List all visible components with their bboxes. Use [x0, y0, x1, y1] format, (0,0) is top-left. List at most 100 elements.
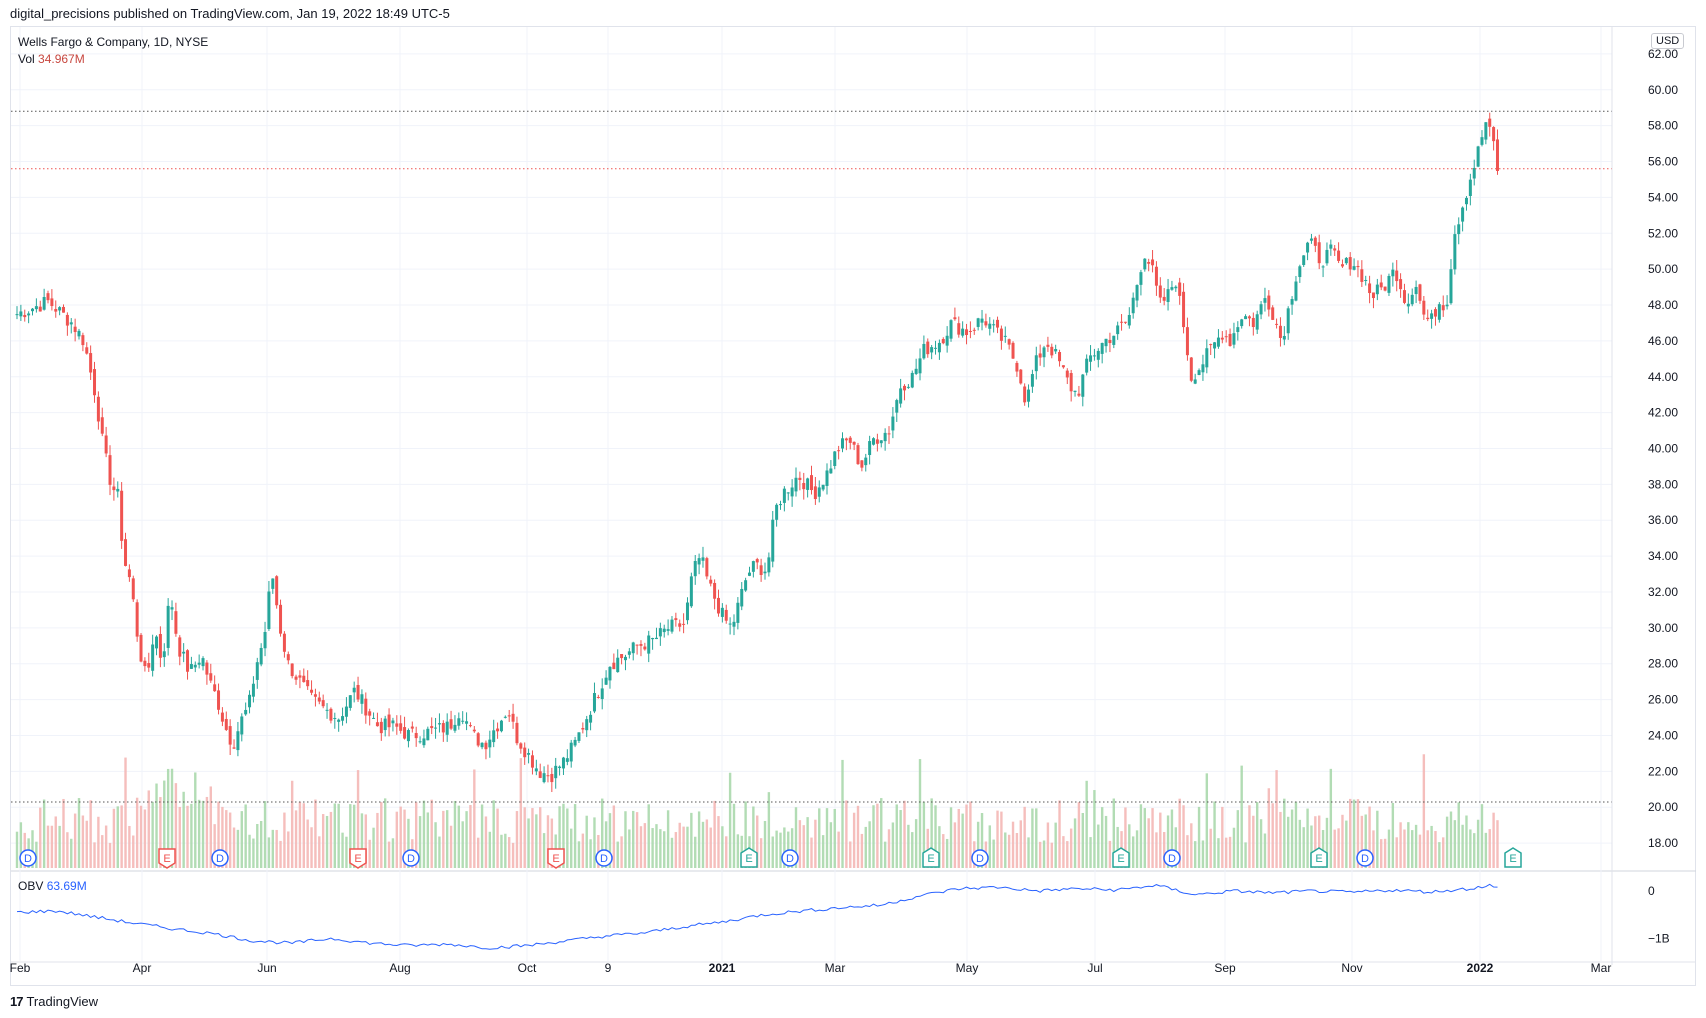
candle-body: [1371, 292, 1375, 299]
volume-bar: [1356, 799, 1360, 868]
volume-bar: [73, 813, 77, 868]
candle-body: [1081, 374, 1085, 397]
candle-body: [100, 417, 104, 434]
candle-body: [651, 637, 655, 640]
candle-body: [1034, 355, 1038, 372]
volume-bar: [58, 825, 61, 868]
volume-bar: [1469, 829, 1472, 868]
volume-bar: [190, 803, 193, 868]
time-tick-label: Feb: [10, 961, 31, 975]
volume-bar: [833, 808, 836, 868]
volume-bar: [779, 832, 782, 868]
currency-badge[interactable]: USD: [1651, 33, 1685, 49]
volume-bar: [593, 817, 596, 868]
time-tick-label: Nov: [1341, 961, 1362, 975]
volume-bar: [519, 758, 523, 868]
candle-body: [623, 656, 627, 661]
symbol-title[interactable]: Wells Fargo & Company, 1D, NYSE: [18, 35, 209, 49]
candle-body: [81, 335, 85, 346]
candle-body: [1282, 335, 1286, 340]
volume-bar: [434, 822, 437, 868]
candle-body: [120, 490, 124, 541]
volume-bar: [1360, 815, 1364, 868]
volume-bar: [1031, 808, 1034, 868]
volume-bar: [558, 806, 561, 868]
candle-body: [585, 719, 589, 731]
candle-body: [1286, 308, 1290, 334]
volume-bar: [1011, 821, 1015, 868]
event-marker-label: D: [786, 853, 794, 865]
candle-body: [1488, 118, 1492, 127]
candle-body: [596, 696, 600, 698]
price-tick-label: 36.00: [1648, 513, 1678, 527]
volume-bar: [306, 819, 309, 868]
volume-bar: [465, 811, 468, 868]
volume-bar: [825, 808, 829, 868]
candle-body: [1085, 358, 1089, 373]
candle-body: [1294, 281, 1298, 301]
candle-body: [437, 723, 441, 725]
footer-brand[interactable]: 17 TradingView: [10, 994, 98, 1009]
candle-body: [135, 602, 139, 637]
volume-bar: [275, 829, 278, 868]
volume-bar: [1449, 811, 1453, 868]
candle-body: [434, 727, 438, 729]
volume-bar: [349, 804, 352, 868]
candle-body: [170, 607, 174, 610]
candle-body: [1360, 269, 1364, 282]
volume-bar: [1453, 820, 1457, 868]
candle-body: [182, 651, 186, 654]
volume-bar: [891, 822, 895, 868]
volume-bar: [1186, 835, 1189, 868]
volume-bar: [294, 810, 298, 868]
candle-body: [445, 721, 449, 735]
candle-body: [310, 689, 314, 693]
candle-body: [612, 662, 616, 670]
volume-bar: [938, 826, 941, 868]
candle-body: [1375, 284, 1379, 295]
volume-bar: [314, 799, 317, 868]
candle-body: [65, 314, 69, 326]
price-tick-label: 56.00: [1648, 155, 1678, 169]
candle-body: [333, 717, 337, 719]
volume-bar: [62, 798, 65, 868]
volume-bar: [1321, 830, 1325, 868]
volume-bar: [818, 808, 821, 868]
candle-body: [147, 663, 151, 668]
volume-bar: [1178, 798, 1181, 868]
candle-body: [263, 631, 267, 649]
volume-bar: [1213, 801, 1216, 868]
volume-bar: [1407, 822, 1410, 868]
volume-bar: [457, 805, 461, 868]
candle-body: [949, 320, 953, 339]
volume-bar: [151, 801, 154, 868]
candle-body: [891, 416, 895, 431]
candle-body: [778, 504, 782, 506]
candle-body: [449, 719, 453, 729]
candle-body: [201, 658, 205, 667]
volume-bar: [1081, 812, 1084, 868]
volume-bar: [1147, 818, 1150, 868]
candle-body: [352, 687, 356, 693]
volume-bar: [814, 819, 817, 868]
candle-body: [806, 478, 810, 490]
candle-body: [1174, 286, 1178, 289]
volume-bar: [325, 815, 329, 868]
volume-bar: [752, 806, 755, 868]
candle-body: [759, 565, 763, 575]
candle-body: [926, 341, 930, 355]
candle-body: [321, 700, 325, 707]
volume-bar: [732, 803, 736, 868]
candle-body: [337, 719, 341, 722]
volume-bar: [1345, 820, 1348, 868]
volume-bar: [298, 801, 302, 868]
volume-bar: [1314, 816, 1317, 868]
volume-bar: [42, 799, 46, 868]
candle-body: [399, 723, 403, 731]
volume-bar: [1170, 809, 1174, 868]
volume-bar: [414, 802, 418, 868]
volume-bar: [221, 806, 224, 868]
candle-body: [740, 588, 744, 607]
candle-body: [984, 321, 988, 326]
